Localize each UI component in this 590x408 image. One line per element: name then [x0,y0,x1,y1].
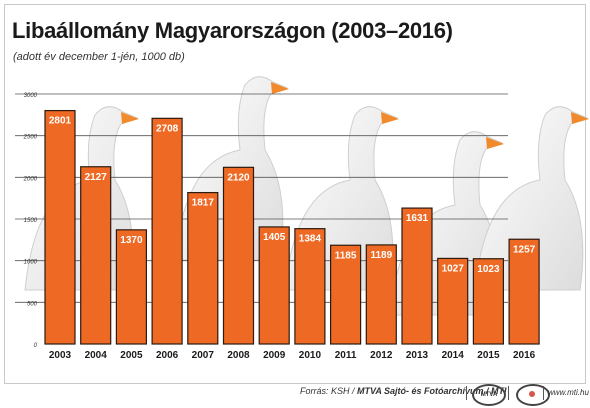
x-tick-label: 2004 [85,350,108,361]
data-label: 1023 [477,264,500,275]
mtva-logo: MTVA [472,384,506,406]
bar-2014 [437,257,469,345]
x-tick-label: 2015 [477,350,500,361]
data-label: 2708 [156,123,179,134]
x-tick-label: 2011 [335,350,357,361]
data-label: 2127 [85,172,108,183]
bar-2003 [44,109,76,345]
goose-beak [381,112,399,124]
x-tick-label: 2005 [120,350,143,361]
bar-2013 [401,207,433,345]
bar-2008 [222,166,255,345]
bar-2007 [187,191,219,345]
x-tick-label: 2012 [370,350,393,361]
bar-2006 [151,117,183,345]
x-tick-label: 2006 [156,350,179,361]
data-label: 1405 [263,232,286,243]
goose-5 [474,106,589,291]
bar-2010 [294,228,326,345]
bar-2009 [258,226,290,345]
data-label: 1370 [120,235,143,246]
data-label: 1027 [442,263,465,274]
y-tick-label: 2500 [23,135,38,141]
data-label: 1817 [192,198,215,209]
data-label: 1189 [370,250,392,261]
separator [543,386,544,400]
separator [508,386,509,400]
y-tick-label: 0 [34,343,38,349]
bar-2004 [80,166,112,345]
goose-beak [486,137,504,149]
data-labels: 2801 2127 1370 2708 1817 2120 1405 1384 1185 1189… [49,116,536,275]
bar-2011 [330,244,362,345]
goose-beak [571,112,589,124]
data-label: 2801 [49,116,72,127]
y-tick-label: 1000 [24,260,38,266]
x-tick-label: 2008 [227,350,250,361]
x-tick-label: 2007 [192,350,215,361]
y-axis-ticks: 0 500 1000 1500 2000 2500 3000 [23,93,38,349]
data-label: 1185 [335,250,357,261]
bar-2005 [115,229,148,345]
x-tick-label: 2014 [442,350,465,361]
goose-body [474,106,589,291]
x-tick-label: 2003 [49,350,72,361]
bar-2015 [472,258,504,345]
x-tick-label: 2010 [299,350,322,361]
data-label: 1257 [513,244,536,255]
bars [44,109,540,345]
chart-subtitle: (adott év december 1-jén, 1000 db) [13,51,185,63]
data-label: 1631 [406,213,429,224]
x-tick-label: 2013 [406,350,429,361]
y-tick-label: 500 [27,301,38,307]
bar-2012 [365,244,397,345]
separator [466,386,467,400]
source-org: MTVA Sajtó- és Fotóarchívum / MTI [357,386,507,396]
site-link[interactable]: www.mti.hu [548,388,589,397]
x-tick-label: 2016 [513,350,536,361]
goose-beak [271,82,289,94]
y-tick-label: 3000 [24,93,38,99]
source-note: Forrás: KSH / MTVA Sajtó- és Fotóarchívu… [300,386,507,396]
data-label: 2120 [227,172,250,183]
chart-title: Libaállomány Magyarországon (2003–2016) [12,18,453,43]
mti-logo [516,384,550,406]
y-tick-label: 1500 [24,218,38,224]
y-tick-label: 2000 [23,176,38,182]
x-tick-label: 2009 [263,350,286,361]
goose-beak [121,112,139,124]
source-prefix: Forrás: KSH / [300,386,355,396]
bar-2016 [508,238,540,345]
x-axis-labels: 2003 2004 2005 2006 2007 2008 2009 2010 2011 2012… [49,350,536,361]
data-label: 1384 [299,234,322,245]
